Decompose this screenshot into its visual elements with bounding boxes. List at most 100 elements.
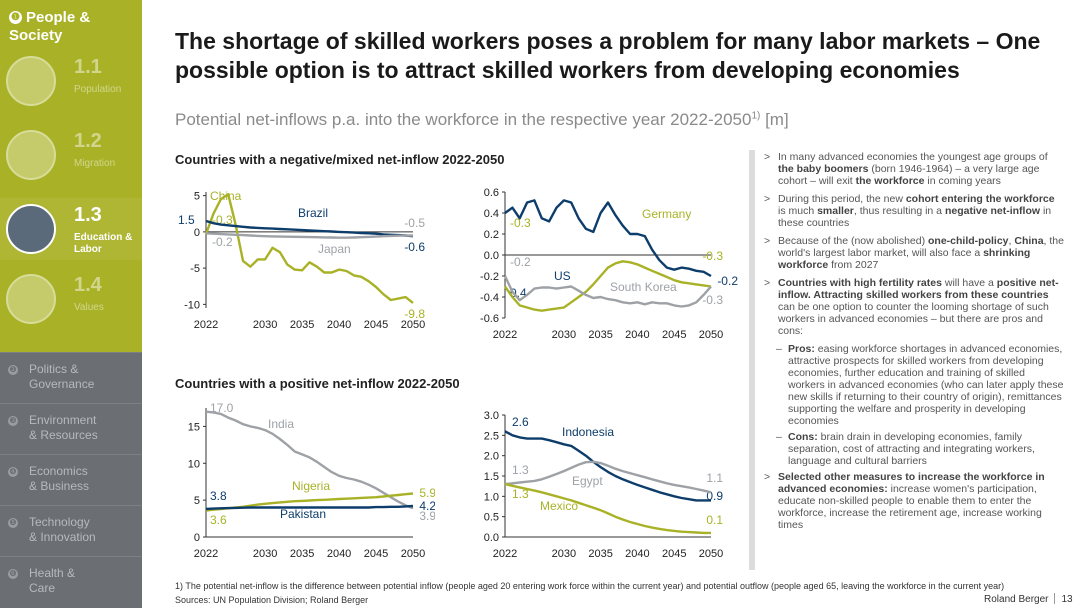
series-label: South Korea	[610, 280, 677, 294]
x-tick-label: 2040	[625, 548, 649, 560]
subitem-thumbnail-icon	[6, 204, 56, 254]
positive-section-title: Countries with a positive net-inflow 202…	[175, 376, 460, 391]
bullet-marker: –	[776, 431, 782, 443]
series-line-pakistan	[205, 504, 414, 511]
bullet-marker: >	[764, 193, 771, 205]
subitem-number: 1.2	[74, 130, 102, 152]
sidebar-section-5[interactable]: ❺ Technology & Innovation	[0, 505, 142, 556]
brand-name: Roland Berger	[984, 594, 1049, 605]
sidebar-subitem-1-4[interactable]: 1.4 Values	[0, 268, 142, 330]
bullet-marker: >	[764, 277, 771, 289]
chart-us-germany-korea: 0.6 0.4 0.2 0.0 -0.2 -0.4 -0.6 2022 2030 2035 2040…	[480, 187, 738, 340]
chart-indonesia-egypt-mexico: 3.0 2.5 2.0 1.5 1.0 0.5 0.0 2022 2030 2035 2040 204…	[484, 410, 724, 560]
start-value-label: 3.8	[210, 489, 227, 503]
series-line-china	[204, 192, 414, 304]
subitem-thumbnail-icon	[6, 130, 56, 180]
series-line-mexico	[504, 482, 711, 535]
end-value-label: 0.1	[706, 513, 723, 527]
subitem-label: Education & Labor	[74, 232, 133, 255]
sidebar-section-6[interactable]: ❻ Health & Care	[0, 556, 142, 607]
series-label: Brazil	[298, 206, 328, 220]
x-tick-label: 2035	[290, 319, 314, 331]
start-value-label: -0.2	[212, 235, 233, 249]
sidebar-section-4[interactable]: ❹ Economics & Business	[0, 454, 142, 505]
end-value-label: 3.9	[419, 509, 435, 523]
subitem-label: Population	[74, 84, 122, 95]
sidebar-subitem-1-1[interactable]: 1.1 Population	[0, 50, 142, 112]
series-line-germany	[504, 260, 712, 312]
series-label: Pakistan	[280, 507, 326, 521]
x-tick-label: 2040	[625, 329, 649, 340]
x-tick-label: 2045	[364, 548, 388, 560]
x-tick-label: 2040	[327, 319, 351, 331]
brand-footer: Roland Berger 13	[984, 593, 1073, 605]
subitem-number: 1.3	[74, 204, 102, 226]
series-line-south-korea	[503, 275, 712, 308]
x-tick-label: 2045	[364, 319, 388, 331]
y-tick-label: 10	[188, 458, 200, 470]
x-tick-label: 2030	[552, 548, 576, 560]
sidebar-section-3[interactable]: ❸ Environment & Resources	[0, 403, 142, 454]
x-tick-label: 2040	[327, 548, 351, 560]
section-number-icon: ❸	[8, 416, 18, 426]
y-tick-label: -10	[184, 299, 200, 311]
bullet-item: > Selected other measures to increase the…	[764, 471, 1045, 531]
x-tick-label: 2035	[588, 548, 612, 560]
series-label: Mexico	[540, 499, 578, 513]
end-value-label: 1.1	[706, 471, 723, 485]
series-label: US	[554, 269, 571, 283]
y-tick-label: -5	[190, 263, 200, 275]
sidebar-subitem-1-3[interactable]: 1.3 Education & Labor	[0, 198, 142, 260]
sidebar-subitem-1-2[interactable]: 1.2 Migration	[0, 124, 142, 186]
start-value-label: -0.3	[510, 216, 531, 230]
series-line-india	[205, 410, 414, 510]
start-value-label: 0.4	[510, 286, 527, 300]
bullet-list: > In many advanced economies the youngest…	[764, 151, 1064, 537]
page-subtitle: Potential net-inflows p.a. into the work…	[175, 110, 789, 129]
y-tick-label: 1.5	[484, 471, 499, 483]
y-tick-label: 3.0	[484, 410, 499, 422]
series-label: Germany	[642, 207, 691, 221]
section-number-icon: ❺	[8, 518, 18, 528]
sources: Sources: UN Population Division; Roland …	[175, 595, 369, 605]
sidebar-section-2[interactable]: ❷ Politics & Governance	[0, 352, 142, 403]
bullet-marker: >	[764, 471, 771, 483]
bullet-marker: –	[776, 343, 782, 355]
section-label: Health & Care	[29, 566, 76, 595]
chart-india-nigeria-pakistan: 15 10 5 0 2022 2030 2035 2040 2045 2050 India 17.0 3…	[188, 401, 435, 560]
page-title: The shortage of skilled workers poses a …	[175, 28, 1041, 83]
section-label: Technology & Innovation	[29, 515, 96, 544]
end-value-label: -9.8	[404, 307, 425, 321]
page-number: 13	[1061, 594, 1073, 605]
start-value-label: 1.3	[512, 463, 529, 477]
y-tick-label: 0.0	[484, 532, 499, 544]
y-tick-label: -0.6	[480, 313, 499, 325]
divider	[749, 150, 755, 570]
x-tick-label: 2045	[662, 329, 686, 340]
x-tick-label: 2030	[253, 548, 277, 560]
series-label: Nigeria	[292, 479, 330, 493]
y-tick-label: 5	[194, 191, 200, 203]
section-title[interactable]: ❶ People & Society	[9, 9, 91, 44]
bullet-item: > Countries with high fertility rates wil…	[764, 277, 1059, 337]
start-value-label: -0.2	[510, 255, 531, 269]
bullet-item: > Because of the (now abolished) one-chil…	[764, 235, 1064, 271]
series-label: India	[268, 417, 294, 431]
series-label: Indonesia	[562, 425, 614, 439]
series-line-us	[504, 199, 712, 278]
y-tick-label: 0.0	[484, 250, 499, 262]
start-value-label: 3.6	[210, 513, 227, 527]
x-tick-label: 2045	[662, 548, 686, 560]
x-tick-label: 2022	[493, 548, 517, 560]
x-tick-label: 2050	[401, 319, 425, 331]
section-number-icon: ❹	[8, 467, 18, 477]
y-tick-label: 15	[188, 421, 200, 433]
section-label: Politics & Governance	[29, 362, 95, 391]
subitem-thumbnail-icon	[6, 274, 56, 324]
x-tick-label: 2022	[194, 319, 218, 331]
section-label: Environment & Resources	[29, 413, 98, 442]
subitem-number: 1.1	[74, 56, 102, 78]
end-value-label: -0.6	[404, 240, 425, 254]
section-number-icon: ❻	[8, 569, 18, 579]
series-line-egypt	[504, 460, 712, 494]
